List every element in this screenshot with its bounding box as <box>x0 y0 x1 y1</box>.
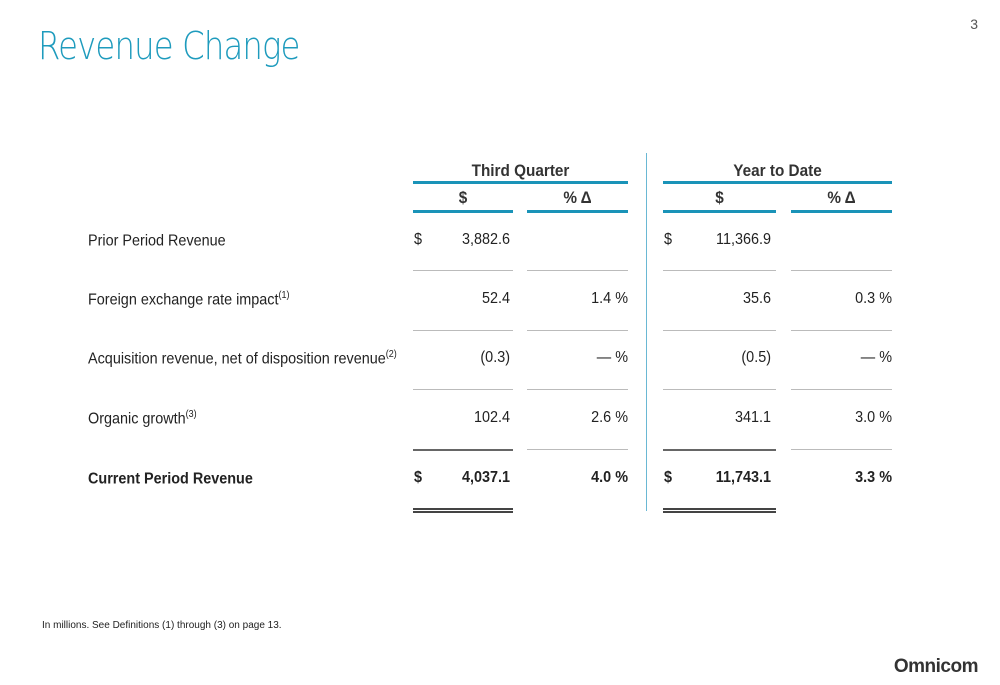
row-label: Organic growth(3) <box>88 409 197 428</box>
row-rule <box>413 330 513 331</box>
tq-value: 4,037.1 <box>461 469 510 486</box>
footnote-ref: (3) <box>185 409 197 420</box>
col-header-tq-pct: % Δ <box>563 188 592 207</box>
tq-currency: $ <box>414 469 423 486</box>
footnote-ref: (1) <box>278 290 290 301</box>
row-rule <box>791 270 892 271</box>
row-label-text: Organic growth <box>88 410 186 428</box>
ytd-pct: 3.3 % <box>855 469 892 486</box>
tq-value: 102.4 <box>473 409 510 426</box>
footnote-ref: (2) <box>385 349 397 360</box>
row-label-text: Prior Period Revenue <box>88 232 226 250</box>
col-header-ytd-dollar: $ <box>715 188 724 207</box>
column-divider <box>646 153 647 511</box>
row-rule <box>663 508 776 513</box>
row-rule <box>791 449 892 450</box>
ytd-currency: $ <box>664 469 673 486</box>
col-rule <box>413 210 513 213</box>
tq-pct: — % <box>596 349 628 366</box>
row-rule <box>663 449 776 451</box>
tq-pct: 2.6 % <box>591 409 628 426</box>
row-rule <box>663 330 776 331</box>
ytd-value: 11,366.9 <box>716 231 771 248</box>
row-rule <box>413 270 513 271</box>
ytd-pct: 3.0 % <box>855 409 892 426</box>
tq-value: 3,882.6 <box>461 231 510 248</box>
row-rule <box>413 449 513 451</box>
col-header-ytd-pct: % Δ <box>827 188 856 207</box>
row-label: Acquisition revenue, net of disposition … <box>88 349 397 368</box>
row-label-text: Acquisition revenue, net of disposition … <box>88 350 386 368</box>
col-rule <box>791 210 892 213</box>
tq-value: (0.3) <box>480 349 510 366</box>
row-rule <box>791 389 892 390</box>
row-label-text: Current Period Revenue <box>88 470 253 488</box>
tq-pct: 4.0 % <box>591 469 628 486</box>
omnicom-logo: Omnicom <box>893 656 979 677</box>
col-rule <box>527 210 628 213</box>
ytd-value: 35.6 <box>742 290 771 307</box>
row-rule <box>527 389 628 390</box>
ytd-pct: — % <box>860 349 892 366</box>
ytd-currency: $ <box>664 231 673 248</box>
page-title: Revenue Change <box>38 24 300 68</box>
ytd-value: 11,743.1 <box>715 469 771 486</box>
group-header-third-quarter: Third Quarter <box>471 161 570 180</box>
ytd-value: (0.5) <box>741 349 771 366</box>
row-label-text: Foreign exchange rate impact <box>88 291 279 309</box>
row-rule <box>527 449 628 450</box>
row-rule <box>791 330 892 331</box>
page-number: 3 <box>970 16 978 32</box>
row-rule <box>413 389 513 390</box>
col-rule <box>663 210 776 213</box>
group-rule <box>663 181 892 184</box>
row-label: Current Period Revenue <box>88 469 253 488</box>
row-label: Prior Period Revenue <box>88 231 226 250</box>
group-rule <box>413 181 628 184</box>
row-rule <box>527 270 628 271</box>
ytd-value: 341.1 <box>734 409 771 426</box>
footnote: In millions. See Definitions (1) through… <box>42 620 282 631</box>
row-label: Foreign exchange rate impact(1) <box>88 290 290 309</box>
row-rule <box>663 389 776 390</box>
row-rule <box>527 330 628 331</box>
ytd-pct: 0.3 % <box>855 290 892 307</box>
group-header-ytd: Year to Date <box>733 161 822 180</box>
tq-pct: 1.4 % <box>591 290 628 307</box>
row-rule <box>663 270 776 271</box>
col-header-tq-dollar: $ <box>458 188 468 207</box>
row-rule <box>413 508 513 513</box>
tq-currency: $ <box>414 231 423 248</box>
tq-value: 52.4 <box>481 290 510 307</box>
